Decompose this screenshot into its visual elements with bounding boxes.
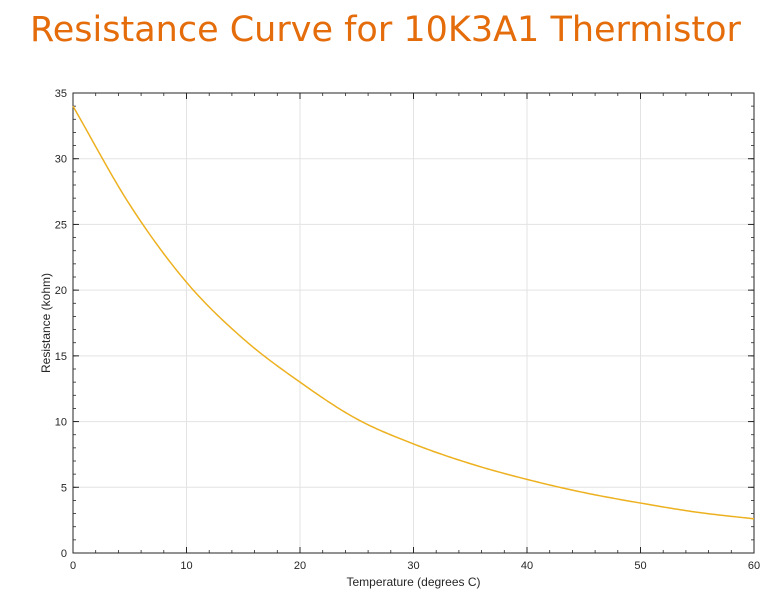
series-line-10k3a1 <box>72 105 755 520</box>
tick-labels-layer: 0 10 20 30 40 50 60 0 5 10 15 20 25 30 35 <box>55 88 760 572</box>
y-tick-label: 5 <box>61 482 67 494</box>
x-tick-label: 40 <box>521 560 533 572</box>
x-axis-label: Temperature (degrees C) <box>346 575 480 589</box>
y-tick-label: 10 <box>55 417 67 429</box>
x-tick-label: 10 <box>180 560 192 572</box>
x-tick-label: 60 <box>748 560 760 572</box>
y-tick-label: 20 <box>55 285 67 297</box>
grid-layer <box>73 93 754 553</box>
y-tick-label: 25 <box>55 219 67 231</box>
y-tick-label: 30 <box>55 154 67 166</box>
y-tick-label: 0 <box>61 548 67 560</box>
x-tick-label: 0 <box>70 560 76 572</box>
y-tick-label: 15 <box>55 351 67 363</box>
x-tick-label: 30 <box>407 560 419 572</box>
y-tick-label: 35 <box>55 88 67 100</box>
slide-title: Resistance Curve for 10K3A1 Thermistor <box>30 10 741 50</box>
x-tick-label: 20 <box>294 560 306 572</box>
ticks-layer <box>72 92 755 554</box>
x-tick-label: 50 <box>634 560 646 572</box>
y-axis-label: Resistance (kohm) <box>39 273 53 373</box>
